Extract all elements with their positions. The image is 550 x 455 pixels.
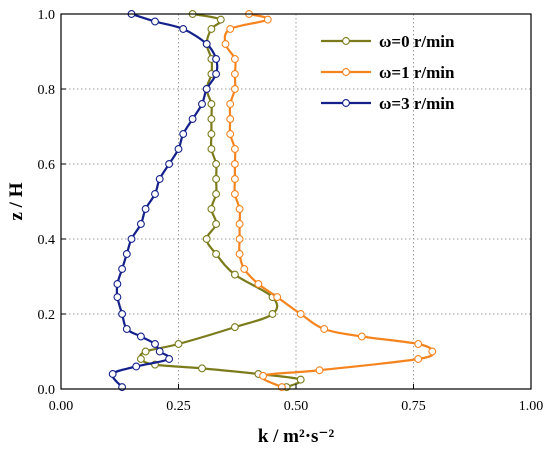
- data-point: [414, 355, 423, 363]
- data-point: [240, 265, 249, 273]
- data-point: [136, 220, 145, 228]
- data-point: [174, 340, 183, 348]
- x-tick-label: 0.50: [284, 399, 309, 414]
- data-point: [141, 347, 150, 356]
- data-point: [263, 15, 272, 24]
- legend-label-2: ω=3 r/min: [379, 94, 455, 113]
- data-point: [212, 55, 221, 63]
- data-point: [414, 340, 423, 348]
- data-point: [235, 250, 244, 258]
- data-point: [151, 17, 159, 26]
- y-tick-label: 0.0: [38, 383, 56, 398]
- legend-marker-2: [342, 99, 350, 107]
- x-axis-label: k / m²·s⁻²: [258, 426, 335, 447]
- data-point: [235, 220, 244, 228]
- data-point: [207, 100, 216, 108]
- x-tick-label: 0.00: [49, 399, 74, 414]
- data-point: [179, 130, 188, 138]
- legend-label-1: ω=1 r/min: [379, 63, 455, 82]
- legend-marker-1: [342, 68, 350, 76]
- data-point: [155, 175, 164, 183]
- data-point: [212, 160, 221, 168]
- data-point: [122, 250, 131, 258]
- data-point: [226, 25, 235, 33]
- data-point: [212, 190, 221, 198]
- data-point: [127, 235, 136, 243]
- data-point: [212, 250, 221, 258]
- data-point: [118, 310, 127, 318]
- data-point: [188, 115, 197, 123]
- data-point: [179, 25, 188, 33]
- data-point: [174, 145, 183, 153]
- data-point: [136, 355, 145, 363]
- data-point: [216, 15, 225, 24]
- data-point: [212, 70, 221, 78]
- y-tick-label: 0.2: [38, 308, 56, 323]
- data-point: [357, 332, 366, 341]
- data-point: [296, 310, 305, 318]
- data-point: [230, 70, 239, 78]
- data-point: [155, 347, 164, 356]
- data-point: [230, 145, 239, 153]
- data-point: [230, 175, 239, 183]
- data-point: [165, 160, 174, 168]
- data-point: [198, 100, 206, 108]
- data-point: [207, 130, 216, 138]
- data-point: [226, 100, 235, 108]
- data-point: [230, 55, 239, 63]
- data-point: [141, 205, 150, 213]
- data-point: [212, 175, 221, 183]
- data-point: [230, 85, 239, 93]
- data-point: [202, 40, 211, 48]
- data-point: [235, 235, 244, 243]
- legend-label-0: ω=0 r/min: [379, 32, 455, 51]
- data-point: [230, 160, 239, 168]
- data-point: [235, 205, 244, 213]
- data-point: [230, 323, 239, 332]
- data-point: [320, 325, 329, 333]
- data-point: [113, 293, 122, 302]
- data-point: [226, 130, 235, 138]
- data-point: [151, 190, 159, 198]
- x-tick-label: 0.25: [166, 399, 191, 414]
- legend-marker-0: [342, 37, 350, 45]
- data-point: [108, 370, 117, 378]
- x-tick-label: 1.00: [519, 399, 544, 414]
- data-point: [165, 355, 174, 363]
- data-point: [207, 205, 216, 213]
- data-point: [315, 366, 324, 375]
- data-point: [259, 371, 268, 380]
- y-tick-label: 1.0: [38, 8, 56, 23]
- data-point: [296, 375, 305, 384]
- data-point: [151, 340, 159, 348]
- data-point: [230, 190, 239, 198]
- data-point: [202, 235, 211, 243]
- y-tick-label: 0.6: [38, 158, 56, 173]
- data-point: [268, 310, 277, 318]
- data-point: [207, 115, 216, 123]
- x-tick-label: 0.75: [401, 399, 426, 414]
- data-point: [207, 25, 216, 33]
- y-axis-label: z / H: [6, 182, 27, 220]
- data-point: [221, 40, 230, 48]
- data-point: [428, 347, 437, 356]
- data-point: [230, 270, 239, 279]
- data-point: [212, 220, 221, 228]
- y-tick-label: 0.8: [38, 83, 56, 98]
- data-point: [207, 145, 216, 153]
- data-point: [113, 280, 122, 288]
- data-point: [122, 325, 131, 333]
- data-point: [273, 293, 282, 302]
- y-tick-label: 0.4: [38, 233, 56, 248]
- data-point: [118, 265, 127, 273]
- data-point: [226, 115, 235, 123]
- data-point: [198, 364, 206, 373]
- data-point: [254, 280, 263, 288]
- data-point: [136, 332, 145, 341]
- data-point: [132, 362, 141, 371]
- data-point: [202, 85, 211, 93]
